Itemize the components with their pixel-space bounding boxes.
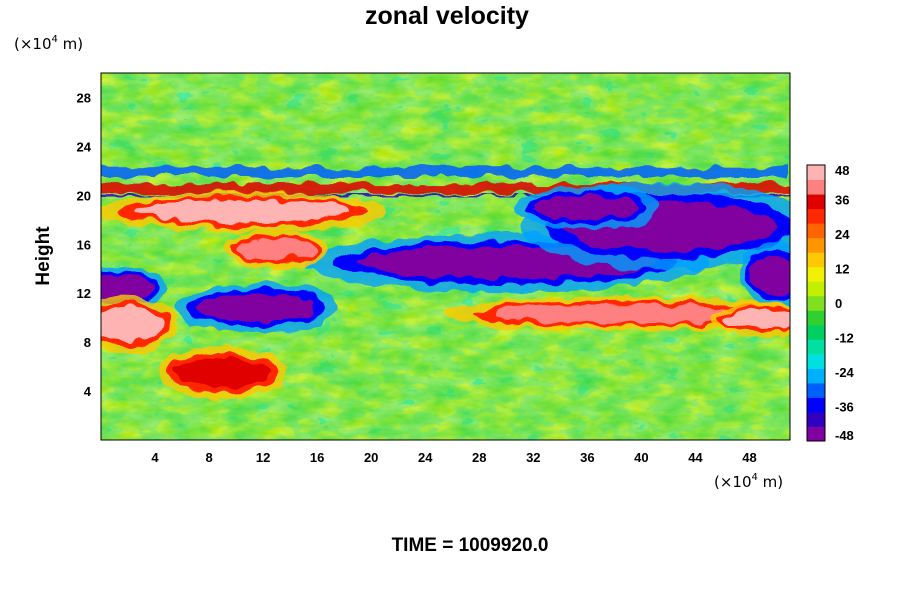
feature-blob-3 <box>101 191 389 232</box>
x-tick-labels: 4 8 12 16 20 24 28 32 36 40 44 48 <box>151 450 756 465</box>
colorbar-step <box>807 310 825 326</box>
colorbar-step <box>807 223 825 239</box>
colorbar-step <box>807 411 825 427</box>
feature-blob-13 <box>158 346 287 400</box>
feature-band-1 <box>101 167 790 177</box>
blob-core <box>238 238 315 261</box>
blob-core <box>722 310 790 330</box>
x-tick-label: 44 <box>688 450 703 465</box>
velocity-features <box>101 167 790 400</box>
y-tick-label: 12 <box>77 286 91 301</box>
colorbar-tick-label: 12 <box>835 262 849 277</box>
colorbar-tick-label: 0 <box>835 296 842 311</box>
colorbar-step <box>807 208 825 224</box>
colorbar-frame <box>806 164 826 442</box>
feature-blob-12 <box>101 295 177 353</box>
colorbar-tick-label: 24 <box>835 227 850 242</box>
colorbar-step <box>807 281 825 297</box>
y-tick-label: 16 <box>77 237 91 252</box>
y-tick-label: 20 <box>77 188 91 203</box>
x-tick-label: 4 <box>151 450 159 465</box>
colorbar-tick-label: -36 <box>835 400 854 415</box>
colorbar-tick-label: 48 <box>835 163 849 178</box>
colorbar-step <box>807 368 825 384</box>
colorbar-step <box>807 194 825 210</box>
y-tick-label: 4 <box>84 384 92 399</box>
colorbar-step <box>807 237 825 253</box>
feature-band-2 <box>101 194 790 197</box>
y-tick-labels: 4 8 12 16 20 24 28 <box>77 90 92 399</box>
feature-band-0 <box>101 183 790 193</box>
time-annotation: TIME = 1009920.0 <box>392 535 549 556</box>
colorbar-step <box>807 252 825 268</box>
plot-area <box>101 73 790 440</box>
colorbar-steps <box>807 165 825 442</box>
blob-core <box>749 255 790 295</box>
feature-blob-10 <box>445 296 790 332</box>
colorbar-step <box>807 324 825 340</box>
blob-core <box>134 200 351 223</box>
x-tick-label: 20 <box>364 450 378 465</box>
colorbar-step <box>807 165 825 181</box>
x-tick-label: 36 <box>580 450 594 465</box>
x-tick-label: 24 <box>418 450 433 465</box>
blob-core <box>533 195 642 220</box>
colorbar-tick-label: -48 <box>835 428 854 443</box>
blob-core <box>101 307 164 340</box>
y-tick-label: 24 <box>77 139 92 154</box>
x-tick-label: 8 <box>205 450 212 465</box>
x-tick-label: 32 <box>526 450 540 465</box>
x-tick-label: 48 <box>742 450 756 465</box>
y-axis-label: Height <box>33 226 54 286</box>
y-tick-label: 28 <box>77 90 91 105</box>
colorbar-step <box>807 397 825 413</box>
blob-core <box>195 294 318 322</box>
feature-blob-11 <box>708 302 790 338</box>
colorbar-step <box>807 179 825 195</box>
colorbar: 48 36 24 12 0 -12 -24 -36 -48 <box>806 163 855 443</box>
blob-core <box>492 304 763 324</box>
blob-core <box>101 274 156 300</box>
y-tick-label: 8 <box>84 335 91 350</box>
chart-title: zonal velocity <box>365 2 529 30</box>
x-tick-label: 28 <box>472 450 486 465</box>
colorbar-tick-label: -12 <box>835 331 854 346</box>
blob-core <box>175 358 270 388</box>
colorbar-step <box>807 266 825 282</box>
colorbar-step <box>807 426 825 442</box>
colorbar-tick-label: -24 <box>835 365 855 380</box>
colorbar-step <box>807 382 825 398</box>
colorbar-step <box>807 295 825 311</box>
colorbar-tick-label: 36 <box>835 193 849 208</box>
feature-blob-9 <box>740 239 790 311</box>
colorbar-step <box>807 353 825 369</box>
feature-blob-7 <box>174 283 339 333</box>
colorbar-step <box>807 339 825 355</box>
y-unit-label: (×104 m) <box>14 34 83 53</box>
feature-blob-6 <box>514 185 661 230</box>
plot-frame <box>100 72 791 441</box>
x-tick-label: 40 <box>634 450 648 465</box>
feature-blob-14 <box>225 229 328 269</box>
x-tick-label: 16 <box>310 450 324 465</box>
colorbar-tick-labels: 48 36 24 12 0 -12 -24 -36 -48 <box>835 163 855 443</box>
x-unit-label: (×104 m) <box>714 472 783 491</box>
x-tick-label: 12 <box>256 450 270 465</box>
